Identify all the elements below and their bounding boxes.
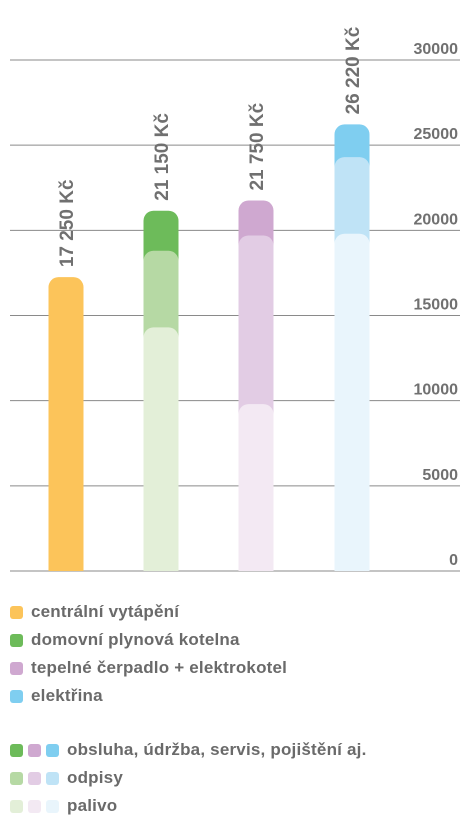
total-label: 17 250 Kč: [57, 179, 78, 267]
legend-item-obsluha: obsluha, údržba, servis, pojištění aj.: [10, 736, 367, 764]
component-legend: obsluha, údržba, servis, pojištění aj. o…: [10, 736, 367, 820]
bars: [48, 124, 370, 571]
total-label: 21 150 Kč: [152, 113, 173, 201]
legend-label: odpisy: [67, 768, 123, 787]
legend-swatch: [28, 799, 41, 813]
bar-segment: [334, 233, 370, 571]
category-legend: centrální vytápění domovní plynová kotel…: [10, 598, 287, 710]
legend-swatch: [46, 799, 59, 813]
legend-item-centralni-vytapeni: centrální vytápění: [10, 598, 287, 626]
legend-swatch: [46, 743, 59, 757]
legend-swatch: [10, 799, 23, 813]
legend-swatch: [28, 743, 41, 757]
y-tick-label: 25000: [414, 126, 459, 143]
legend-item-elektrina: elektřina: [10, 682, 287, 710]
y-tick-label: 30000: [414, 41, 459, 58]
y-tick-label: 0: [449, 552, 458, 569]
legend-item-palivo: palivo: [10, 792, 367, 820]
total-label: 26 220 Kč: [343, 26, 364, 114]
legend-swatch: [10, 771, 23, 785]
y-tick-labels: 0 5000 10000 15000 20000 25000 30000: [414, 41, 459, 569]
legend-swatch: [10, 633, 23, 647]
legend-swatch: [10, 661, 23, 675]
legend-label: elektřina: [31, 686, 103, 705]
total-label: 21 750 Kč: [247, 102, 268, 190]
y-tick-label: 10000: [414, 382, 459, 399]
total-labels: 17 250 Kč 21 150 Kč 21 750 Kč 26 220 Kč: [57, 26, 364, 267]
y-tick-label: 15000: [414, 297, 459, 314]
bar-segment: [143, 327, 179, 571]
stacked-bar-chart: 0 5000 10000 15000 20000 25000 30000 17 250 Kč…: [10, 26, 460, 572]
legend-label: tepelné čerpadlo + elektrokotel: [31, 658, 288, 677]
bar-segment: [238, 404, 274, 571]
legend-item-odpisy: odpisy: [10, 764, 367, 792]
legend-item-tepelne-cerpadlo: tepelné čerpadlo + elektrokotel: [10, 654, 287, 682]
legend-swatch: [10, 743, 23, 757]
legend-swatch: [10, 689, 23, 703]
bar-segment: [48, 277, 84, 571]
legend-swatch: [46, 771, 59, 785]
legend-label: obsluha, údržba, servis, pojištění aj.: [67, 740, 367, 759]
legend-swatch: [28, 771, 41, 785]
legend-swatch: [10, 605, 23, 619]
legend-label: domovní plynová kotelna: [31, 630, 240, 649]
legend-label: palivo: [67, 796, 118, 815]
gridlines: [10, 59, 460, 572]
y-tick-label: 20000: [414, 211, 459, 228]
legend-item-domovni-plynova-kotelna: domovní plynová kotelna: [10, 626, 287, 654]
y-tick-label: 5000: [422, 467, 458, 484]
legend-label: centrální vytápění: [31, 602, 180, 621]
